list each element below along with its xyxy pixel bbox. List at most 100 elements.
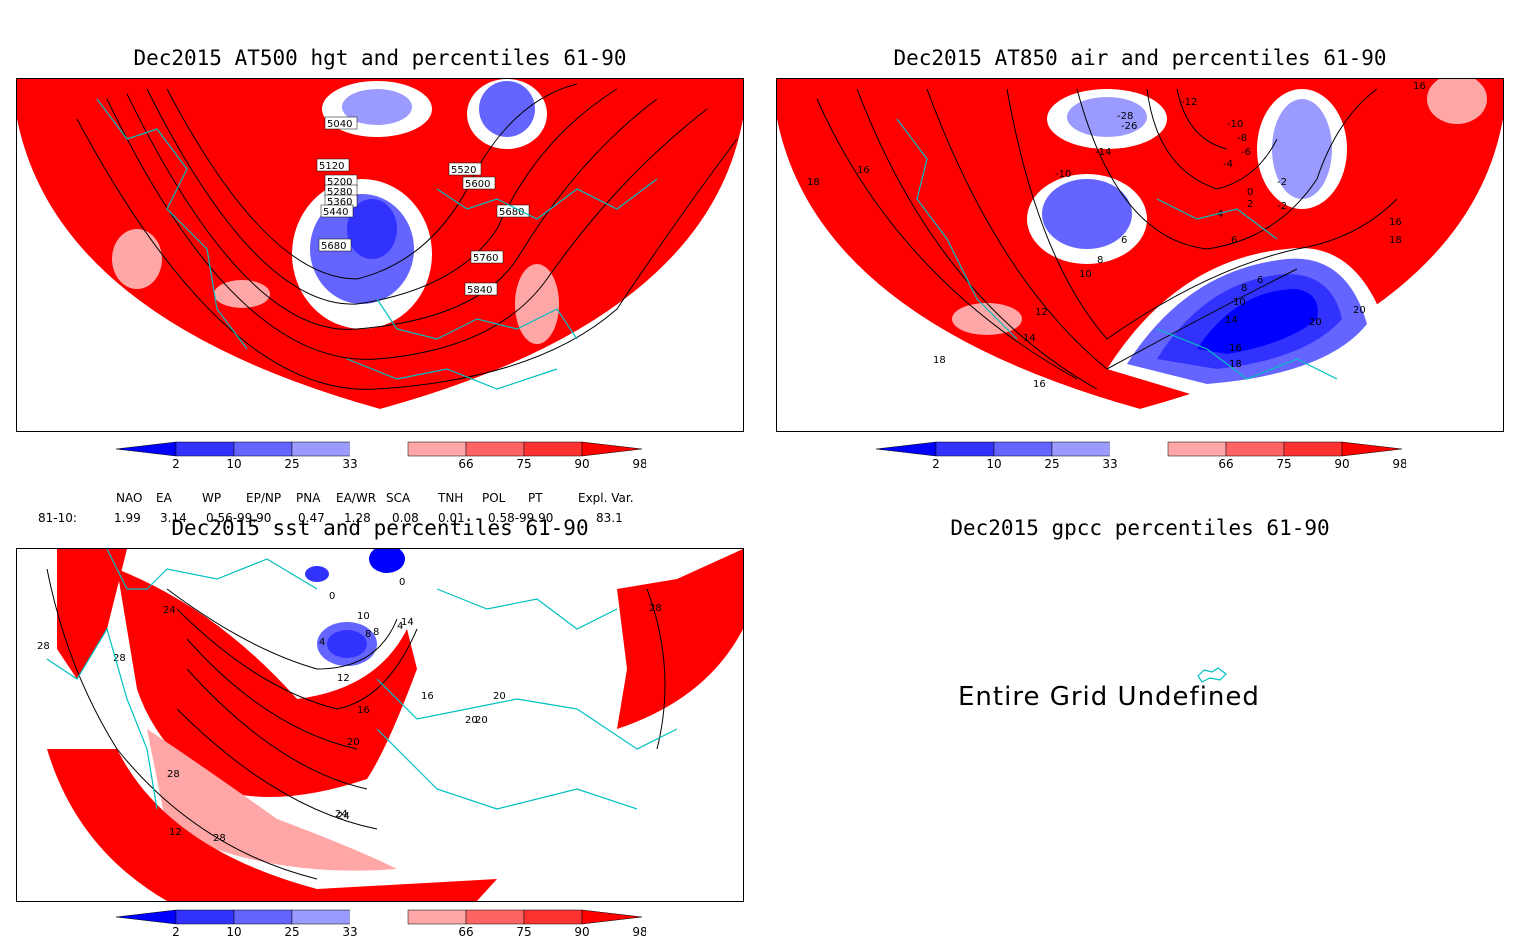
colorbar-tick-label: 90 (574, 457, 589, 471)
contour-label: 5280 (327, 187, 352, 198)
contour-label: 0 (399, 577, 405, 588)
colorbar-tick-label: 90 (1334, 457, 1349, 471)
colorbar-segment (349, 441, 409, 457)
contour-label: 5200 (327, 177, 352, 188)
colorbar-segment (349, 909, 409, 925)
contour-label: 0 (1247, 187, 1253, 198)
contour-label: 16 (1413, 81, 1426, 92)
colorbar-segment (993, 441, 1053, 457)
contour-label: 5040 (327, 119, 352, 130)
contour-label: 10 (1079, 269, 1092, 280)
stats-header: NAO (116, 491, 142, 505)
contour-label: 5760 (473, 253, 498, 264)
map-panel-hgt: 5040 5120 5200 5280 5360 5440 5520 5600 … (16, 78, 744, 432)
colorbar-tick-label: 25 (284, 925, 299, 939)
stats-value: 0.47 (298, 511, 325, 525)
contour-label: 16 (1229, 343, 1242, 354)
contour-label: -10 (1227, 119, 1243, 130)
stats-header: PT (528, 491, 543, 505)
colorbar-top-left: 2 10 25 33 66 75 90 98 (116, 441, 646, 471)
contour-label: 6 (1257, 275, 1263, 286)
map-panel-air: -12 -10 -8 -6 -4 -2 0 2 4 6 6 8 10 12 14… (776, 78, 1504, 432)
colorbar-segment (291, 909, 351, 925)
stats-value: 1.99 (114, 511, 141, 525)
colorbar-tick-label: 75 (516, 925, 531, 939)
contour-label: 5440 (323, 207, 348, 218)
stats-value: 1.28 (344, 511, 371, 525)
colorbar-tick-label: 90 (574, 925, 589, 939)
contour-label: 4 (319, 637, 325, 648)
contour-label: 20 (475, 715, 488, 726)
colorbar-tick-label: 66 (458, 457, 473, 471)
contour-label: 5120 (319, 161, 344, 172)
stats-value: 0.58-99.90 (488, 511, 553, 525)
panel-title-gpcc: Dec2015 gpcc percentiles 61-90 (950, 516, 1330, 540)
colorbar-tick-label: 2 (932, 457, 940, 471)
contour-label: 12 (1035, 307, 1048, 318)
colorbar-tick-label: 33 (1102, 457, 1117, 471)
stats-value: 0.01 (438, 511, 465, 525)
contour-label: 14 (1225, 315, 1238, 326)
contour-label: 5680 (321, 241, 346, 252)
contour-label: 16 (1033, 379, 1046, 390)
colorbar-tick-label: 33 (342, 925, 357, 939)
contour-label: -28 (1117, 111, 1133, 122)
panel-title-air: Dec2015 AT850 air and percentiles 61-90 (893, 46, 1387, 70)
contour-label: 18 (933, 355, 946, 366)
contour-label: 20 (1309, 317, 1322, 328)
colorbar-bottom-left: 2 10 25 33 66 75 90 98 (116, 909, 646, 939)
colorbar-tick-label: 66 (458, 925, 473, 939)
contour-label: 18 (807, 177, 820, 188)
panel-title-sst: Dec2015 sst and percentiles 61-90 (171, 516, 589, 540)
contour-label: -10 (1055, 169, 1071, 180)
colorbar-segment (581, 441, 643, 457)
contour-label: 5520 (451, 165, 476, 176)
colorbar-segment (1341, 441, 1403, 457)
colorbar-top-right: 2 10 25 33 66 75 90 98 (876, 441, 1406, 471)
colorbar-segment (233, 441, 293, 457)
contour-label: 28 (37, 641, 50, 652)
contour-label: -14 (1095, 147, 1111, 158)
colorbar-tick-label: 75 (1276, 457, 1291, 471)
undefined-message: Entire Grid Undefined (958, 682, 1260, 712)
teleconnection-stats: NAO EA WP EP/NP PNA EA/WR SCA TNH POL PT Expl. Var… (22, 474, 682, 525)
contour-label: 24 (335, 809, 348, 820)
contour-label: 20 (347, 737, 360, 748)
colorbar-segment (175, 441, 235, 457)
contour-label: -4 (1223, 159, 1233, 170)
contour-label: 2 (1247, 199, 1253, 210)
contour-label: 20 (493, 691, 506, 702)
contour-label: 16 (1389, 217, 1402, 228)
colorbar-tick-label: 10 (226, 925, 241, 939)
contour-label: 8 (373, 627, 379, 638)
contour-label: -6 (1241, 147, 1251, 158)
island-outline (1197, 667, 1227, 683)
colorbar-segment (523, 441, 583, 457)
colorbar-segment (876, 441, 937, 457)
contour-label: 8 (1241, 283, 1247, 294)
contour-label: 28 (113, 653, 126, 664)
contour-label: 16 (857, 165, 870, 176)
panel-title-hgt: Dec2015 AT500 hgt and percentiles 61-90 (133, 46, 627, 70)
contour-label: 28 (167, 769, 180, 780)
colorbar-tick-label: 98 (632, 925, 646, 939)
colorbar-segment (291, 441, 351, 457)
contour-label: -2 (1277, 201, 1287, 212)
contour-label: 18 (1389, 235, 1402, 246)
contour-label: 20 (1353, 305, 1366, 316)
stats-header: SCA (386, 491, 411, 505)
colorbar-tick-label: 2 (172, 457, 180, 471)
contour-label: 10 (357, 611, 370, 622)
colorbar-tick-label: 75 (516, 457, 531, 471)
stats-header: EP/NP (246, 491, 281, 505)
map-panel-sst: 0 4 8 12 16 20 24 28 28 28 28 28 24 20 1… (16, 548, 744, 902)
contour-label: 4 (1217, 209, 1223, 220)
stats-header: TNH (437, 491, 463, 505)
contour-label: 8 (365, 629, 371, 640)
colorbar-segment (1051, 441, 1111, 457)
colorbar-tick-label: 33 (342, 457, 357, 471)
contour-label: 14 (401, 617, 414, 628)
colorbar-segment (523, 909, 583, 925)
colorbar-segment (465, 441, 525, 457)
stats-value: 83.1 (596, 511, 623, 525)
